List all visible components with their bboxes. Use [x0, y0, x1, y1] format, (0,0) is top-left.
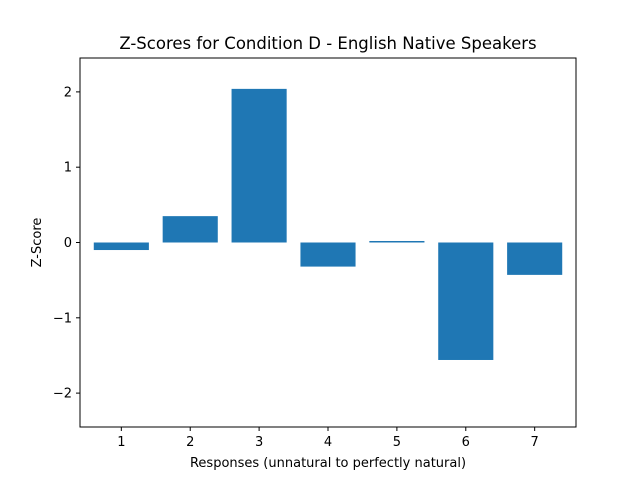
plot-frame [79, 57, 577, 428]
bar-2 [162, 216, 218, 243]
y-tick-label-0: −2 [53, 387, 72, 402]
bars [93, 88, 563, 360]
x-tick-label-6: 6 [462, 435, 470, 450]
x-tick-label-2: 2 [186, 435, 194, 450]
y-tick-label-2: 0 [64, 236, 72, 251]
x-tick-label-3: 3 [255, 435, 263, 450]
bar-6 [438, 242, 494, 360]
bar-4 [300, 242, 356, 267]
bar-1 [93, 242, 149, 251]
plot-area: −2 −1 0 1 2 1 2 3 4 5 6 7 [53, 57, 577, 450]
x-axis-label: Responses (unnatural to perfectly natura… [190, 456, 466, 471]
x-tick-label-1: 1 [117, 435, 125, 450]
y-axis: −2 −1 0 1 2 [53, 85, 80, 402]
x-tick-label-4: 4 [324, 435, 332, 450]
chart-title: Z-Scores for Condition D - English Nativ… [119, 34, 536, 53]
y-axis-label: Z-Score [30, 218, 45, 268]
x-axis: 1 2 3 4 5 6 7 [117, 427, 539, 450]
x-tick-label-5: 5 [393, 435, 401, 450]
y-tick-label-4: 2 [64, 85, 72, 100]
y-tick-label-1: −1 [53, 311, 72, 326]
bar-5 [369, 240, 425, 243]
x-tick-label-7: 7 [531, 435, 539, 450]
bar-7 [507, 242, 563, 275]
bar-3 [231, 88, 287, 243]
y-tick-label-3: 1 [64, 161, 72, 176]
